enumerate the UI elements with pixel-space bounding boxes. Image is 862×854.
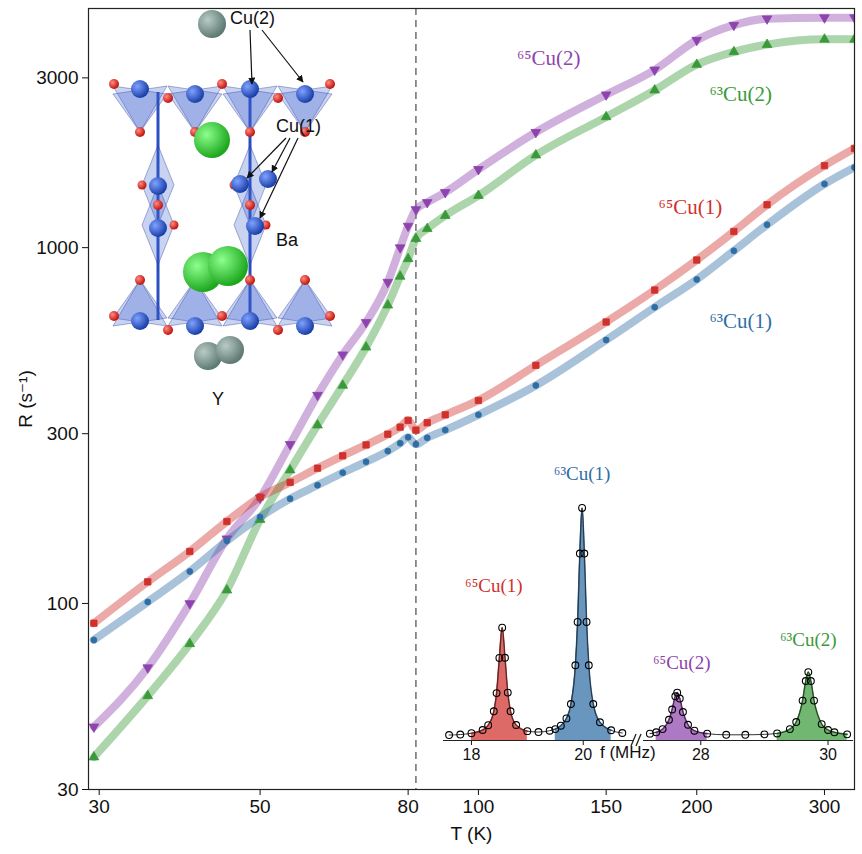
- svg-text:200: 200: [681, 796, 713, 817]
- svg-text:⁶³Cu(1): ⁶³Cu(1): [554, 463, 611, 485]
- svg-text:30: 30: [819, 746, 837, 763]
- svg-text:⁶⁵Cu(1): ⁶⁵Cu(1): [659, 195, 723, 219]
- svg-text:30: 30: [89, 796, 110, 817]
- svg-text:T (K): T (K): [451, 823, 493, 844]
- svg-text:⁶⁵Cu(1): ⁶⁵Cu(1): [465, 575, 523, 597]
- svg-text:18: 18: [463, 746, 481, 763]
- svg-text:30: 30: [57, 779, 78, 800]
- svg-text:⁶³Cu(1): ⁶³Cu(1): [709, 309, 772, 333]
- svg-text:100: 100: [463, 796, 495, 817]
- svg-text:⁶⁵Cu(2): ⁶⁵Cu(2): [517, 46, 581, 70]
- svg-text:100: 100: [47, 593, 79, 614]
- svg-text:1000: 1000: [36, 237, 78, 258]
- svg-text:⁶⁵Cu(2): ⁶⁵Cu(2): [653, 652, 711, 674]
- svg-text:28: 28: [692, 746, 710, 763]
- svg-text:150: 150: [590, 796, 622, 817]
- svg-text:Cu(2): Cu(2): [230, 8, 275, 28]
- svg-text:300: 300: [809, 796, 841, 817]
- svg-text:300: 300: [47, 423, 79, 444]
- svg-text:⁶³Cu(2): ⁶³Cu(2): [709, 82, 772, 106]
- svg-text:50: 50: [250, 796, 271, 817]
- svg-text:⁶³Cu(2): ⁶³Cu(2): [780, 629, 837, 651]
- svg-text:Y: Y: [212, 389, 224, 409]
- svg-text:Cu(1): Cu(1): [276, 116, 321, 136]
- svg-text:R (s⁻¹): R (s⁻¹): [15, 370, 36, 428]
- svg-text:Ba: Ba: [276, 230, 299, 250]
- svg-text:3000: 3000: [36, 67, 78, 88]
- svg-text:80: 80: [398, 796, 419, 817]
- html-text:f (MHz): f (MHz): [600, 743, 656, 762]
- svg-text:20: 20: [574, 746, 592, 763]
